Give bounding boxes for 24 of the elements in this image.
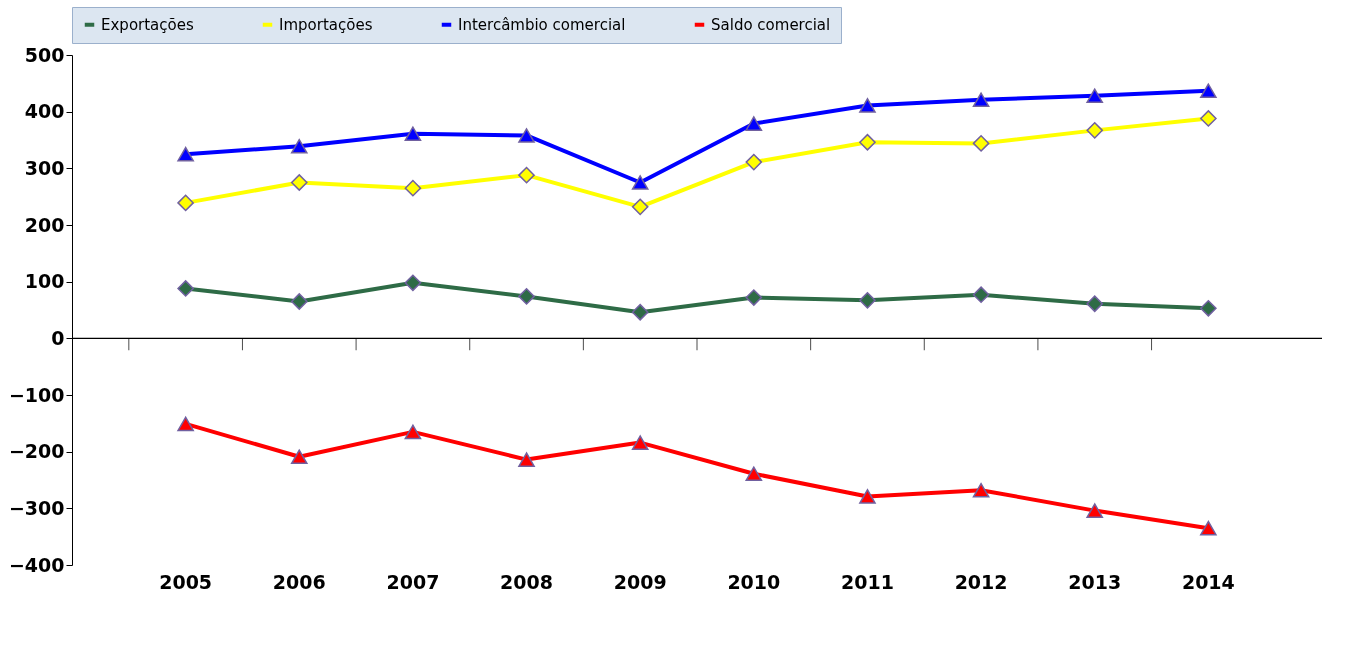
- x-tick-label: 2008: [500, 570, 553, 593]
- y-tick-label: 500: [24, 43, 65, 66]
- legend-label: Intercâmbio comercial: [458, 15, 626, 34]
- y-tick-label: 300: [24, 156, 65, 179]
- legend-label: Importações: [279, 15, 373, 34]
- y-tick-label: 0: [51, 326, 65, 349]
- x-tick-label: 2005: [159, 570, 213, 593]
- x-tick-label: 2012: [954, 570, 1008, 593]
- legend-label: Saldo comercial: [711, 15, 831, 34]
- y-tick-label: −200: [8, 440, 65, 463]
- y-tick-label: −100: [8, 383, 65, 406]
- y-tick-label: 200: [24, 213, 65, 236]
- x-tick-label: 2013: [1068, 570, 1122, 593]
- x-tick-label: 2011: [841, 570, 894, 593]
- x-tick-label: 2014: [1181, 570, 1235, 593]
- x-tick-label: 2007: [386, 570, 440, 593]
- y-tick-label: −300: [8, 496, 65, 519]
- y-tick-label: 400: [24, 100, 65, 123]
- x-tick-label: 2009: [613, 570, 667, 593]
- y-tick-label: 100: [24, 270, 65, 293]
- legend-label: Exportações: [101, 15, 194, 34]
- x-tick-label: 2010: [727, 570, 781, 593]
- y-tick-label: −400: [8, 553, 65, 576]
- x-tick-label: 2006: [272, 570, 326, 593]
